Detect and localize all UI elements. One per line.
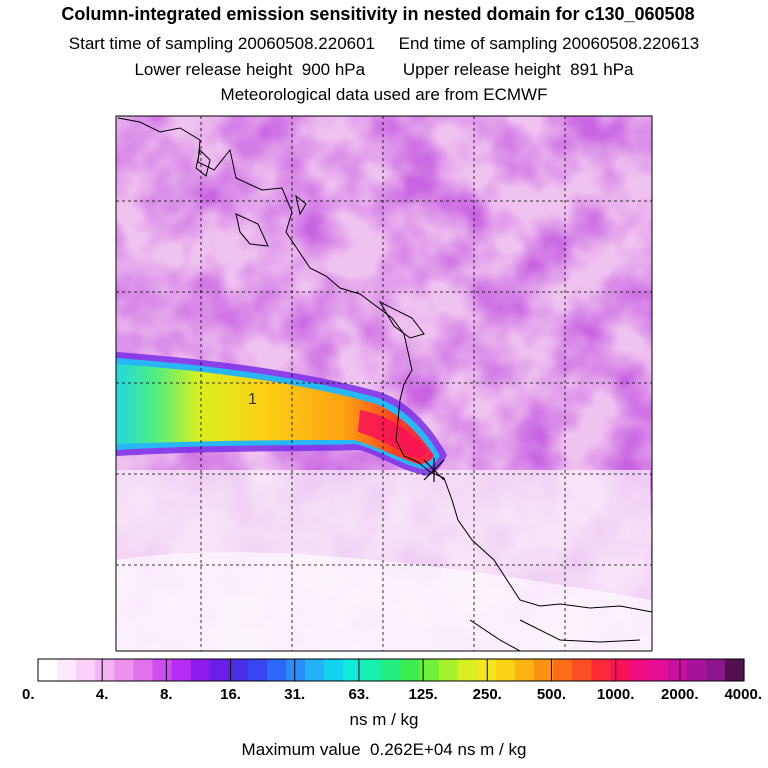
colorbar-cell [57,659,77,681]
colorbar-cell [553,659,573,681]
colorbar-cell [95,659,115,681]
colorbar-cell [667,659,688,681]
start-label: Start time of sampling [68,34,234,53]
colorbar-cell [171,659,192,681]
colorbar-tick-label: 500. [537,686,566,703]
colorbar-tick-label: 250. [473,686,502,703]
colorbar-cell [457,659,478,681]
colorbar-cell [76,659,96,681]
colorbar-tick-label: 31. [284,686,305,703]
colorbar-tick-label: 4. [96,686,109,703]
colorbar-cell [629,659,650,681]
plume-core [116,364,434,464]
coastlines [117,117,652,651]
start-value: 20060508.220601 [237,34,376,53]
max-value: 0.262E+04 [370,740,453,759]
colorbar-cell [495,659,516,681]
end-value: 20060508.220613 [562,34,700,53]
colorbar-cell [515,659,535,681]
colorbar-cell [686,659,707,681]
colorbar-cell [610,659,631,681]
colorbar-cell [266,659,287,681]
colorbar-cells [38,659,745,681]
colorbar-cell [705,659,726,681]
colorbar-cell [38,659,58,681]
colorbar-tick-label: 8. [160,686,173,703]
met-data-line: Meteorological data used are from ECMWF [220,85,548,104]
lat-lon-grid [116,116,652,651]
sampling-times: Start time of sampling 20060508.220601 E… [0,34,768,54]
max-label: Maximum value [241,740,361,759]
colorbar-cell [133,659,154,681]
colorbar-cell [534,659,554,681]
release-heights: Lower release height 900 hPa Upper relea… [0,60,768,80]
colorbar-cell [228,659,249,681]
max-units: ns m / kg [457,740,527,759]
lower-value: 900 hPa [301,60,366,79]
white-zone [116,552,652,651]
map-title: Column-integrated emission sensitivity i… [61,4,695,24]
plume-contour-label: 1 [248,391,257,408]
colorbar-cell [400,659,421,681]
upper-value: 891 hPa [570,60,634,79]
plume-max [358,410,428,458]
map-frame [115,115,653,652]
colorbar-cell [343,659,363,681]
colorbar-tick-label: 4000. [724,686,762,703]
colorbar-tick-label: 2000. [661,686,699,703]
colorbar-cell [362,659,383,681]
colorbar-cell [209,659,230,681]
colorbar-cell [572,659,592,681]
colorbar-units: ns m / kg [349,710,419,729]
lower-label: Lower release height [134,60,293,79]
upper-label: Upper release height [402,60,561,79]
colorbar-tick-label: 1000. [597,686,635,703]
colorbar-tick-label: 16. [220,686,241,703]
release-point-cross-icon [423,458,445,482]
colorbar-cell [724,659,745,681]
colorbar-cell [438,659,459,681]
colorbar-tick-label: 0. [22,686,35,703]
colorbar-cell [648,659,669,681]
colorbar-cell [247,659,268,681]
end-label: End time of sampling [398,34,558,53]
colorbar-cell [190,659,211,681]
colorbar-tick-labels: 0. 4. 8. 16. 31. 63. 125. 250. 500. 1000. 2000. 400… [22,686,762,703]
colorbar-frame [37,658,745,682]
colorbar-cell [476,659,497,681]
colorbar-cell [324,659,344,681]
colorbar-cell [286,659,306,681]
colorbar-cell [591,659,612,681]
colorbar-cell [305,659,325,681]
colorbar-cell [152,659,173,681]
maximum-value-line: Maximum value 0.262E+04 ns m / kg [0,740,768,760]
colorbar-cell [419,659,440,681]
map-field: 1 [116,116,652,651]
colorbar-tick-label: 125. [408,686,437,703]
colorbar-cell [114,659,134,681]
colorbar-cell [381,659,402,681]
colorbar-tick-label: 63. [348,686,369,703]
